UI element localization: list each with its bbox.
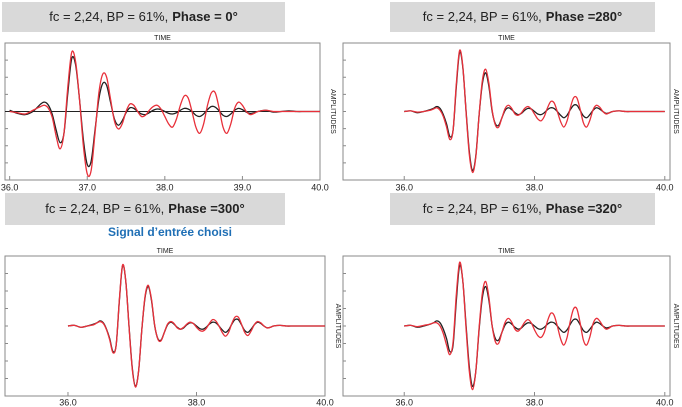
annotation: Signal d’entrée choisi xyxy=(108,225,232,239)
x-tick-label: 36.0 xyxy=(395,397,413,407)
x-tick-label: 40.0 xyxy=(316,397,334,407)
chart-title: fc = 2,24, BP = 61%, Phase =280° xyxy=(423,9,622,24)
title-text: fc = 2,24, BP = 61%, xyxy=(423,201,542,216)
title-box xyxy=(390,193,655,225)
y-axis-label: AMPLITUDES xyxy=(672,304,679,349)
x-axis-label: TIME xyxy=(157,248,174,255)
x-axis-label: TIME xyxy=(154,35,171,42)
x-axis-label: TIME xyxy=(498,248,515,255)
y-axis-label: AMPLITUDES xyxy=(329,89,336,134)
plot-frame xyxy=(342,42,671,181)
waveform xyxy=(404,49,665,174)
x-tick-label: 40.0 xyxy=(311,182,329,192)
x-tick-label: 40.0 xyxy=(656,182,674,192)
title-text: fc = 2,24, BP = 61%, xyxy=(45,201,164,216)
x-tick-label: 40.0 xyxy=(656,397,674,407)
x-tick-label: 39.0 xyxy=(234,182,252,192)
x-tick-label: 38.0 xyxy=(526,182,544,192)
waveform xyxy=(404,261,665,391)
x-tick-label: 36.0 xyxy=(395,182,413,192)
title-text: fc = 2,24, BP = 61%, xyxy=(49,9,168,24)
waveform xyxy=(67,263,325,388)
title-text: fc = 2,24, BP = 61%, xyxy=(423,9,542,24)
x-axis-label: TIME xyxy=(498,35,515,42)
phase-label: Phase = 0° xyxy=(172,9,238,24)
phase-label: Phase =300° xyxy=(168,201,244,216)
x-tick-label: 36.0 xyxy=(1,182,19,192)
chart-title: fc = 2,24, BP = 61%, Phase = 0° xyxy=(49,9,238,24)
phase-label: Phase =320° xyxy=(546,201,622,216)
waveform xyxy=(9,50,320,178)
x-tick-label: 36.0 xyxy=(59,397,77,407)
title-box xyxy=(390,2,655,32)
y-axis-label: AMPLITUDES xyxy=(334,304,341,349)
x-tick-label: 38.0 xyxy=(156,182,174,192)
x-tick-label: 38.0 xyxy=(188,397,206,407)
x-tick-label: 38.0 xyxy=(526,397,544,407)
title-box xyxy=(2,2,285,32)
phase-label: Phase =280° xyxy=(546,9,622,24)
chart-title: fc = 2,24, BP = 61%, Phase =320° xyxy=(423,201,622,216)
title-box xyxy=(5,193,285,225)
chart-title: fc = 2,24, BP = 61%, Phase =300° xyxy=(45,201,244,216)
x-tick-label: 37.0 xyxy=(78,182,96,192)
y-axis-label: AMPLITUDES xyxy=(672,89,679,134)
